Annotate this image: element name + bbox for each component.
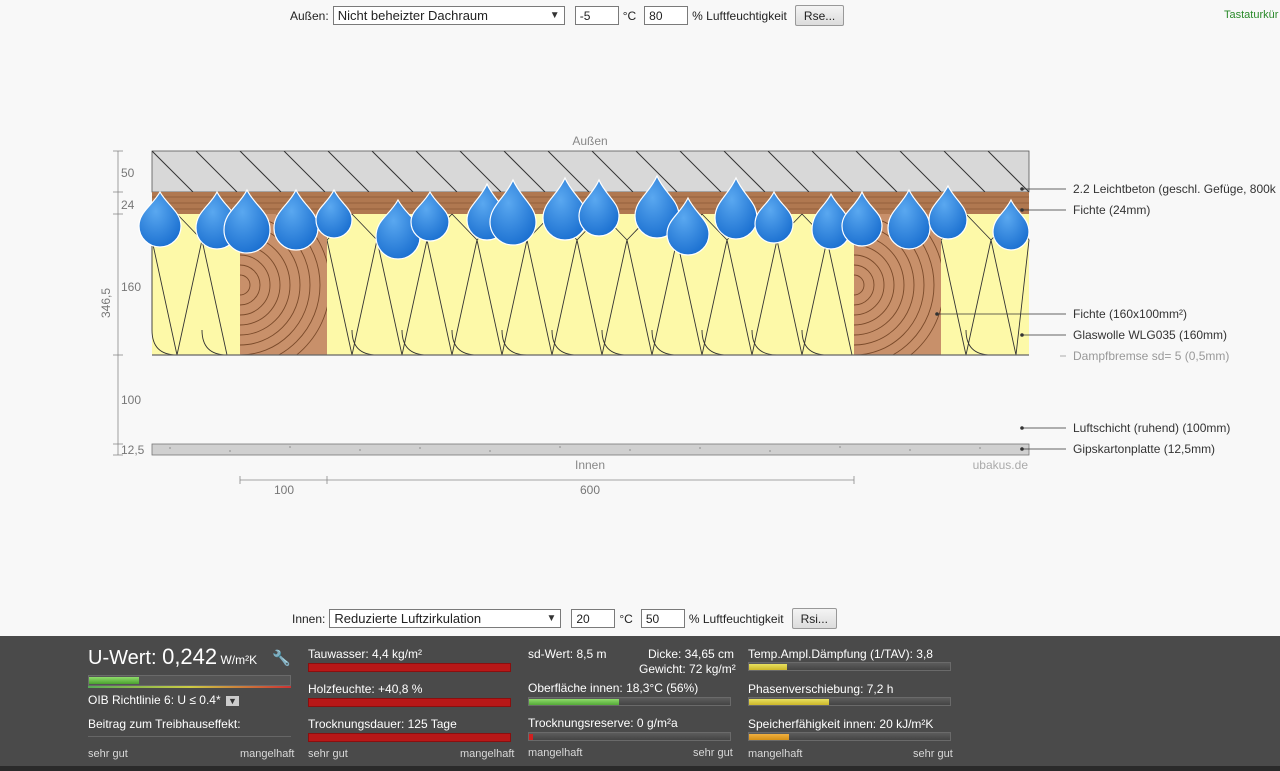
wrench-icon[interactable]: 🔧 bbox=[272, 650, 291, 667]
temp-ampl-label: Temp.Ampl.Dämpfung (1/TAV): 3,8 bbox=[748, 647, 933, 661]
left-dimension-axis bbox=[113, 150, 123, 456]
uwert-scale-right: mangelhaft bbox=[240, 748, 295, 760]
uwert-scale-left: sehr gut bbox=[88, 748, 128, 760]
dim-label-50: 50 bbox=[121, 166, 135, 180]
trocknungsdauer-bar bbox=[308, 733, 511, 742]
outside-temp-input[interactable]: -5 bbox=[574, 6, 619, 25]
outside-label: Außen: bbox=[290, 8, 329, 23]
gewicht-label: Gewicht: 72 kg/m² bbox=[639, 662, 736, 676]
tauwasser-label: Tauwasser: 4,4 kg/m² bbox=[308, 647, 423, 661]
dim-label-160: 160 bbox=[121, 280, 141, 294]
outside-humidity-input[interactable]: 80 bbox=[644, 6, 689, 25]
wood-rings-2 bbox=[854, 214, 941, 355]
inside-humidity-input[interactable]: 50 bbox=[640, 609, 685, 628]
inside-side-label: Innen bbox=[575, 458, 605, 472]
width-label-100: 100 bbox=[274, 483, 294, 497]
trocknungsreserve-bar bbox=[528, 732, 731, 741]
chevron-down-icon: ▼ bbox=[549, 10, 560, 21]
uwert-value: 0,242 bbox=[162, 644, 218, 669]
col2-scale-right: mangelhaft bbox=[460, 748, 515, 760]
width-label-600: 600 bbox=[580, 483, 600, 497]
col2-scale-left: sehr gut bbox=[308, 748, 348, 760]
layer-gipskarton bbox=[151, 443, 1030, 456]
outside-condition-value: Nicht beheizter Dachraum bbox=[337, 8, 488, 23]
inside-condition-select[interactable]: Reduzierte Luftzirkulation ▼ bbox=[329, 609, 562, 628]
outside-condition-select[interactable]: Nicht beheizter Dachraum ▼ bbox=[332, 6, 565, 25]
col3-scale-left: mangelhaft bbox=[528, 747, 583, 759]
layer-label-dampfbremse[interactable]: Dampfbremse sd= 5 (0,5mm) bbox=[1073, 349, 1229, 363]
layer-label-fichte-24[interactable]: Fichte (24mm) bbox=[1073, 203, 1150, 217]
oib-richtlinie[interactable]: OIB Richtlinie 6: U ≤ 0.4* ▼ bbox=[88, 693, 239, 707]
oberflaeche-label: Oberfläche innen: 18,3°C (56%) bbox=[528, 681, 699, 695]
dropdown-arrow-icon[interactable]: ▼ bbox=[225, 696, 239, 706]
dicke-label: Dicke: 34,65 cm bbox=[648, 647, 735, 661]
rse-button[interactable]: Rse... bbox=[794, 5, 845, 26]
layer-leader-lines bbox=[937, 188, 1066, 450]
tauwasser-bar bbox=[308, 663, 511, 672]
layer-label-gipskarton[interactable]: Gipskartonplatte (12,5mm) bbox=[1073, 442, 1215, 456]
phasenverschiebung-bar bbox=[748, 697, 951, 706]
speicher-fill bbox=[749, 734, 790, 740]
layer-leichtbeton bbox=[151, 150, 1030, 193]
outside-temp-unit: °C bbox=[622, 8, 637, 23]
dim-label-24: 24 bbox=[121, 198, 135, 212]
phasenverschiebung-label: Phasenverschiebung: 7,2 h bbox=[748, 682, 894, 696]
layer-label-glaswolle[interactable]: Glaswolle WLG035 (160mm) bbox=[1073, 328, 1227, 342]
inside-condition-value: Reduzierte Luftzirkulation bbox=[334, 611, 482, 626]
rsi-button[interactable]: Rsi... bbox=[791, 608, 837, 629]
dim-total-label: 346,5 bbox=[99, 288, 113, 318]
sdwert-label: sd-Wert: 8,5 m bbox=[528, 647, 607, 661]
trocknungsreserve-label: Trocknungsreserve: 0 g/m²a bbox=[528, 716, 678, 730]
layer-leichtbeton-hatch bbox=[152, 151, 1029, 192]
outside-conditions-row: Außen: Nicht beheizter Dachraum ▼ -5 °C 8… bbox=[290, 5, 845, 26]
trocknungsreserve-fill bbox=[529, 734, 534, 740]
oberflaeche-fill bbox=[529, 699, 620, 705]
oberflaeche-bar bbox=[528, 697, 731, 706]
oib-text: OIB Richtlinie 6: U ≤ 0.4* bbox=[88, 693, 221, 707]
speicher-label: Speicherfähigkeit innen: 20 kJ/m²K bbox=[748, 717, 934, 731]
condensation-droplets bbox=[138, 174, 1030, 260]
temp-ampl-fill bbox=[749, 664, 788, 670]
keyboard-shortcuts-link[interactable]: Tastaturkür bbox=[1224, 9, 1279, 21]
treibhauseffekt-label: Beitrag zum Treibhauseffekt: bbox=[88, 717, 241, 731]
leader-dots bbox=[935, 187, 1024, 451]
inside-temp-input[interactable]: 20 bbox=[571, 609, 616, 628]
results-panel: U-Wert: 0,242 W/m²K 🔧 OIB Richtlinie 6: … bbox=[0, 636, 1280, 766]
holzfeuchte-bar bbox=[308, 698, 511, 707]
bottom-dimension-axis bbox=[239, 476, 855, 484]
uwert-rating-bar bbox=[88, 675, 291, 686]
inside-humidity-unit: % Luftfeuchtigkeit bbox=[688, 611, 784, 626]
wall-construction-diagram: Außen bbox=[99, 134, 1277, 497]
inside-conditions-row: Innen: Reduzierte Luftzirkulation ▼ 20 °C… bbox=[292, 608, 837, 629]
uwert-bar-underline bbox=[88, 686, 291, 688]
uwert-rating-fill bbox=[89, 677, 140, 684]
phasenverschiebung-fill bbox=[749, 699, 830, 705]
treibhaus-divider bbox=[88, 736, 291, 737]
layer-label-fichte-beam[interactable]: Fichte (160x100mm²) bbox=[1073, 307, 1187, 321]
ubakus-watermark: ubakus.de bbox=[973, 458, 1029, 472]
col4-scale-right: sehr gut bbox=[913, 748, 953, 760]
outside-humidity-unit: % Luftfeuchtigkeit bbox=[692, 8, 787, 23]
bottom-status-bar bbox=[0, 766, 1280, 771]
layer-label-leichtbeton[interactable]: 2.2 Leichtbeton (geschl. Gefüge, 800k bbox=[1073, 182, 1277, 196]
wood-rings-1 bbox=[240, 214, 327, 355]
inside-temp-unit: °C bbox=[619, 611, 633, 626]
inside-label: Innen: bbox=[292, 611, 326, 626]
layer-label-luftschicht[interactable]: Luftschicht (ruhend) (100mm) bbox=[1073, 421, 1230, 435]
col4-scale-left: mangelhaft bbox=[748, 748, 803, 760]
trocknungsdauer-label: Trocknungsdauer: 125 Tage bbox=[308, 717, 457, 731]
uwert-heading: U-Wert: 0,242 W/m²K bbox=[88, 644, 257, 670]
dim-label-12-5: 12,5 bbox=[121, 443, 145, 457]
col3-scale-right: sehr gut bbox=[693, 747, 733, 759]
gipskarton-texture bbox=[169, 446, 981, 452]
uwert-prefix: U-Wert: bbox=[88, 647, 163, 669]
chevron-down-icon: ▼ bbox=[546, 613, 557, 624]
dim-label-100: 100 bbox=[121, 393, 141, 407]
holzfeuchte-label: Holzfeuchte: +40,8 % bbox=[308, 682, 423, 696]
uwert-unit: W/m²K bbox=[217, 653, 258, 667]
speicher-bar bbox=[748, 732, 951, 741]
outside-side-label: Außen bbox=[572, 134, 607, 148]
temp-ampl-bar bbox=[748, 662, 951, 671]
